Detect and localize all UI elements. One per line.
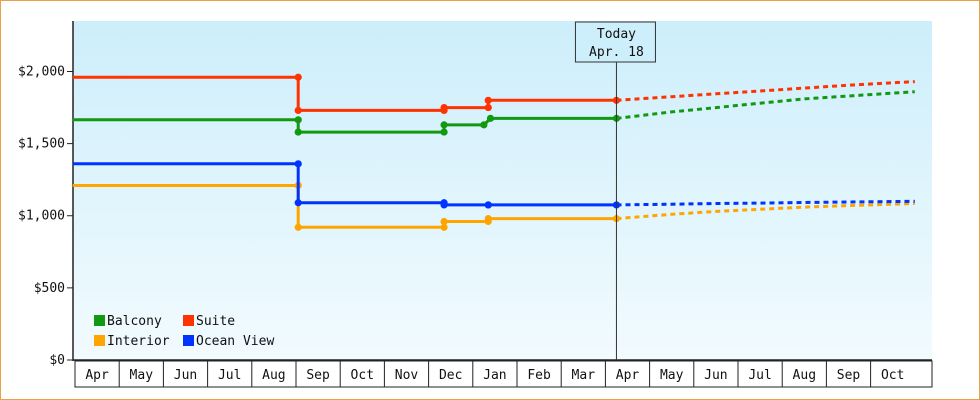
month-label: Jun — [174, 368, 197, 383]
legend-label: Ocean View — [196, 334, 274, 349]
data-point — [440, 201, 448, 209]
legend-label: Balcony — [107, 314, 162, 329]
y-tick-label: $0 — [49, 353, 65, 368]
month-label: Sep — [306, 368, 330, 383]
data-point — [294, 106, 302, 115]
month-label: Oct — [351, 368, 374, 383]
series-layer — [72, 73, 915, 231]
y-tick-label: $2,000 — [18, 64, 65, 79]
forecast-line-ocean-view — [616, 199, 915, 207]
month-label: Sep — [837, 368, 861, 383]
data-point — [484, 215, 492, 223]
data-point — [440, 223, 448, 231]
month-label: Dec — [439, 368, 462, 383]
month-label: Nov — [395, 368, 419, 383]
series-balcony — [72, 90, 915, 136]
data-point — [440, 121, 448, 129]
legend-label: Interior — [107, 334, 170, 349]
data-point — [480, 121, 488, 129]
plot-background — [73, 21, 932, 360]
legend-label: Suite — [196, 314, 235, 329]
legend: Balcony Suite Interior Ocean View — [94, 314, 274, 349]
month-label: Feb — [527, 368, 551, 383]
today-date: Apr. 18 — [589, 45, 644, 60]
month-label: Mar — [572, 368, 596, 383]
y-tick-label: $1,500 — [18, 137, 65, 152]
y-axis: $0 $500 $1,000 $1,500 $2,000 — [18, 21, 74, 368]
x-axis: Apr May Jun Jul Aug Sep Oct Nov Dec Jan Feb Mar Apr M… — [73, 359, 933, 388]
data-point — [440, 128, 448, 136]
data-point — [294, 73, 302, 81]
legend-swatch — [94, 335, 105, 346]
data-point — [484, 96, 492, 104]
month-label: Jul — [218, 368, 241, 383]
today-label: Today — [597, 27, 636, 42]
data-point — [486, 114, 495, 122]
y-tick-label: $500 — [34, 281, 65, 296]
forecast-line-interior — [616, 202, 915, 221]
data-point — [484, 103, 492, 112]
forecast-line-balcony — [616, 90, 915, 120]
forecast-line-suite — [616, 80, 915, 102]
month-label: Jun — [704, 368, 727, 383]
series-suite — [72, 73, 915, 115]
month-label: Apr — [616, 368, 640, 383]
data-point — [294, 116, 302, 124]
data-point — [294, 160, 302, 168]
legend-swatch — [183, 315, 194, 326]
month-label: May — [660, 368, 684, 383]
month-label: Jul — [748, 368, 771, 383]
legend-swatch — [183, 335, 194, 346]
data-point — [440, 217, 448, 226]
legend-swatch — [94, 315, 105, 326]
month-label: Aug — [793, 368, 816, 383]
data-point — [294, 199, 302, 207]
y-tick-label: $1,000 — [18, 209, 65, 224]
month-label: Aug — [262, 368, 285, 383]
data-point — [294, 223, 302, 231]
month-label: May — [130, 368, 154, 383]
month-label: Apr — [85, 368, 109, 383]
today-box — [574, 21, 656, 63]
data-point — [484, 201, 492, 209]
today-marker: Today Apr. 18 — [574, 21, 656, 360]
series-ocean-view — [72, 160, 915, 209]
data-point — [294, 128, 302, 136]
data-point — [440, 103, 448, 112]
month-label: Jan — [483, 368, 506, 383]
month-label: Oct — [881, 368, 904, 383]
